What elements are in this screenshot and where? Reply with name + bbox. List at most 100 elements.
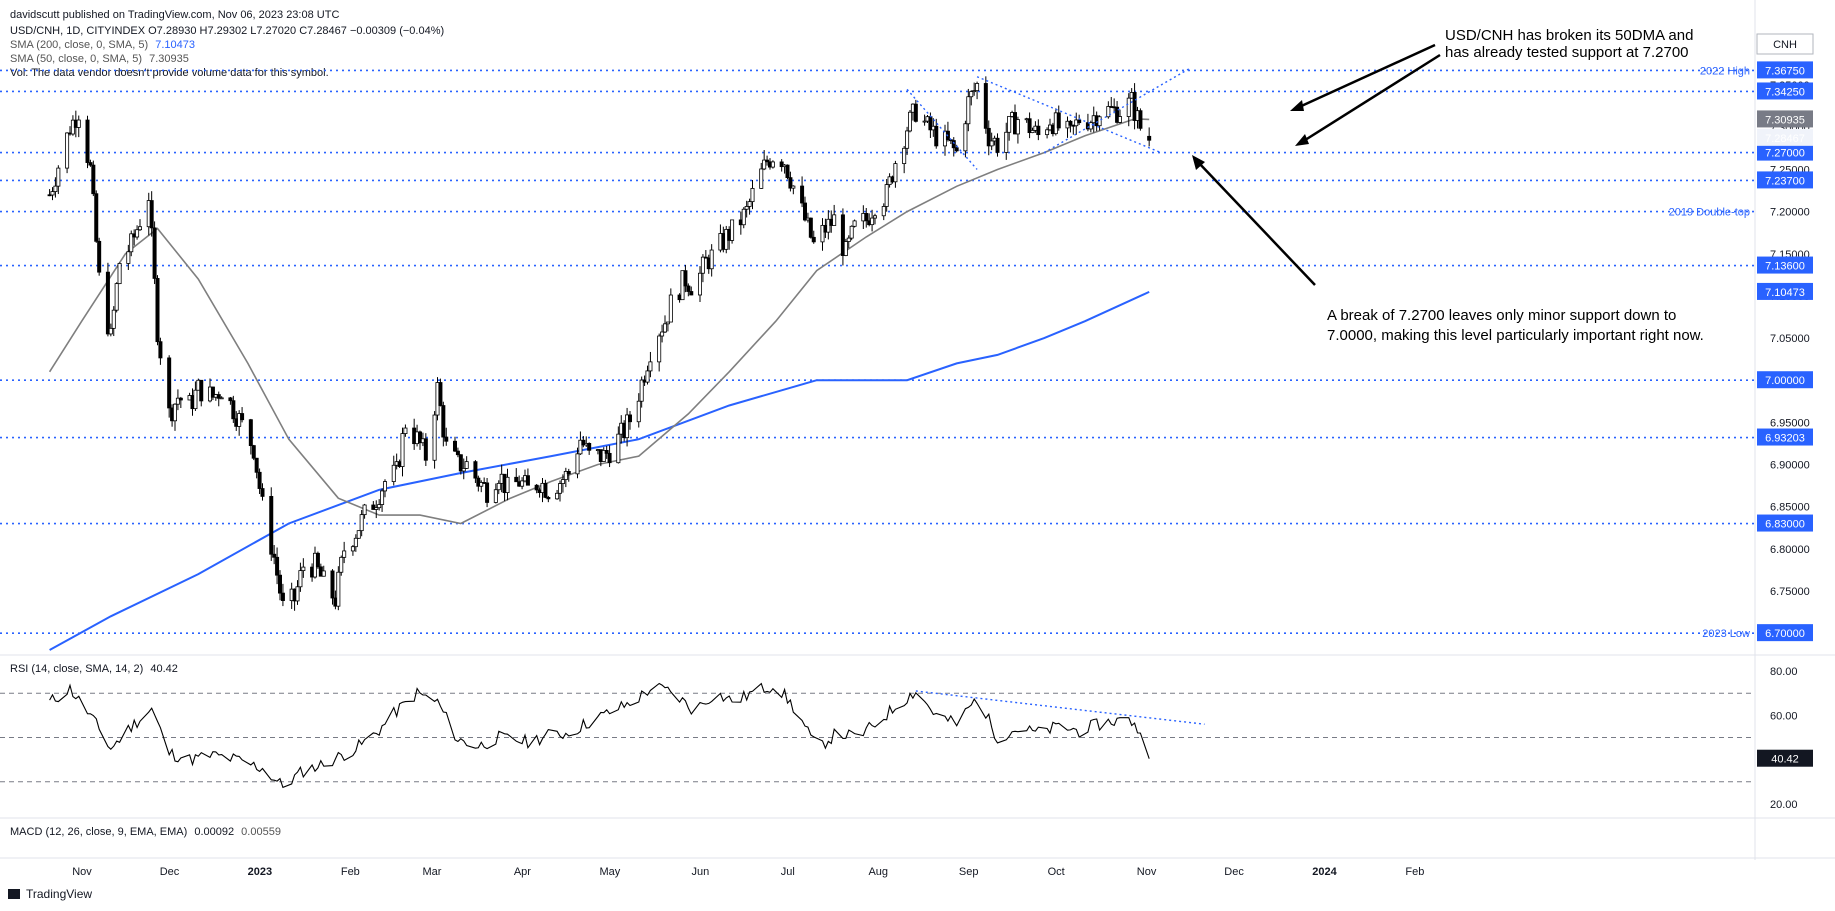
candle-body <box>543 482 548 498</box>
candle-body <box>849 225 854 239</box>
candle-body <box>362 504 367 516</box>
arrow-to-support-line <box>1301 53 1441 144</box>
candle-body <box>683 270 688 287</box>
candle-body <box>1030 130 1035 134</box>
time-tick-label: Oct <box>1048 866 1065 878</box>
candle-body <box>339 556 344 573</box>
candle-body <box>698 272 703 296</box>
candle-body <box>417 431 422 444</box>
tradingview-logo-icon <box>8 889 20 899</box>
candle-body <box>438 382 443 406</box>
candle-body <box>1132 92 1137 121</box>
candle-body <box>989 140 994 147</box>
candle-body <box>444 436 449 442</box>
candle-body <box>254 457 259 473</box>
time-tick-label: Feb <box>341 866 360 878</box>
candle-body <box>88 162 93 166</box>
candle-body <box>546 496 551 500</box>
level-badge-bg <box>1757 143 1813 161</box>
candle-body <box>108 327 113 335</box>
candle-body <box>525 475 530 486</box>
candle-body <box>65 132 70 169</box>
candle-body <box>432 414 437 461</box>
candle-body <box>400 433 405 467</box>
candle-body <box>639 379 644 402</box>
time-axis: Nov Dec 2023 Feb Mar Apr May Jun Jul Aug Sep Oct Nov… <box>72 866 1424 878</box>
candle-body <box>645 370 650 383</box>
price-axis-badges: 7.36750 7.34250 7.27000 7.23700 7.13600 7.000… <box>1757 61 1813 642</box>
sma200-legend-label: SMA (200, close, 0, SMA, 5) <box>10 39 148 51</box>
candle-body <box>625 414 630 439</box>
candle-body <box>770 161 775 168</box>
candle-body <box>954 147 959 152</box>
candle-body <box>902 147 907 165</box>
time-tick-label: Feb <box>1405 866 1424 878</box>
candle-body <box>260 488 265 497</box>
candle-body <box>505 476 510 494</box>
currency-button[interactable] <box>1756 33 1814 55</box>
candle-body <box>342 550 347 558</box>
candle-body <box>1068 120 1073 126</box>
candle-body <box>1106 106 1111 118</box>
candle-body <box>972 90 977 93</box>
candle-body <box>893 163 898 183</box>
level-badge-bg <box>1757 514 1813 532</box>
candle-body <box>843 241 848 256</box>
candle-body <box>423 438 428 461</box>
level-badge-text: 7.13600 <box>1765 261 1805 273</box>
price-tick-label: 7.05000 <box>1770 333 1810 345</box>
sma200-legend: SMA (200, close, 0, SMA, 5) 7.10473 <box>10 39 195 51</box>
candle-body <box>350 546 355 552</box>
triangle-pattern-lines <box>906 67 1191 170</box>
candle-body <box>578 439 583 455</box>
candle-body <box>85 119 90 163</box>
time-tick-label: Mar <box>423 866 442 878</box>
candle-body <box>744 206 749 210</box>
time-tick-label: 2024 <box>1312 866 1337 878</box>
price-tick-label: 6.85000 <box>1770 502 1810 514</box>
macd-legend-value-2: 0.00559 <box>241 826 281 838</box>
candle-body <box>558 483 563 494</box>
candle-body <box>983 83 988 129</box>
candle-body <box>199 379 204 402</box>
sma200-legend-value: 7.10473 <box>155 39 195 51</box>
rsi-line <box>49 682 1150 789</box>
sma200-badge-bg <box>1757 282 1813 300</box>
time-tick-label: Nov <box>1137 866 1157 878</box>
candle-body <box>832 214 837 226</box>
candle-body <box>257 471 262 489</box>
candle-body <box>1118 116 1123 123</box>
candle-body <box>301 566 306 571</box>
candlesticks <box>47 76 1152 611</box>
candle-body <box>391 464 396 482</box>
candle-body <box>791 185 796 189</box>
candle-body <box>1138 110 1143 129</box>
candle-body <box>779 161 784 168</box>
candle-body <box>193 389 198 410</box>
candle-body <box>377 504 382 509</box>
candle-body <box>298 570 303 588</box>
tradingview-logo[interactable]: TradingView <box>8 887 92 901</box>
level-badge-text: 6.93203 <box>1765 433 1805 445</box>
published-text: davidscutt published on TradingView.com,… <box>10 9 339 21</box>
candle-body <box>295 586 300 602</box>
price-tick-label: 6.90000 <box>1770 460 1810 472</box>
candle-body <box>353 537 358 548</box>
price-tick-label: 6.75000 <box>1770 586 1810 598</box>
candle-body <box>1077 119 1082 124</box>
candle-body <box>657 335 662 363</box>
candle-body <box>995 137 1000 153</box>
candle-body <box>966 96 971 125</box>
level-badge-bg <box>1757 61 1813 79</box>
candle-body <box>689 291 694 296</box>
candle-body <box>840 214 845 256</box>
ohlc-legend: USD/CNH, 1D, CITYINDEX O7.28930 H7.29302… <box>10 25 444 37</box>
candle-body <box>922 120 927 123</box>
time-tick-label: Apr <box>514 866 531 878</box>
candle-body <box>321 570 326 577</box>
level-note: 2022 High <box>1700 65 1750 77</box>
level-badge-bg <box>1757 171 1813 189</box>
candle-body <box>374 507 379 510</box>
level-badge-bg <box>1757 428 1813 446</box>
candle-body <box>870 217 875 226</box>
